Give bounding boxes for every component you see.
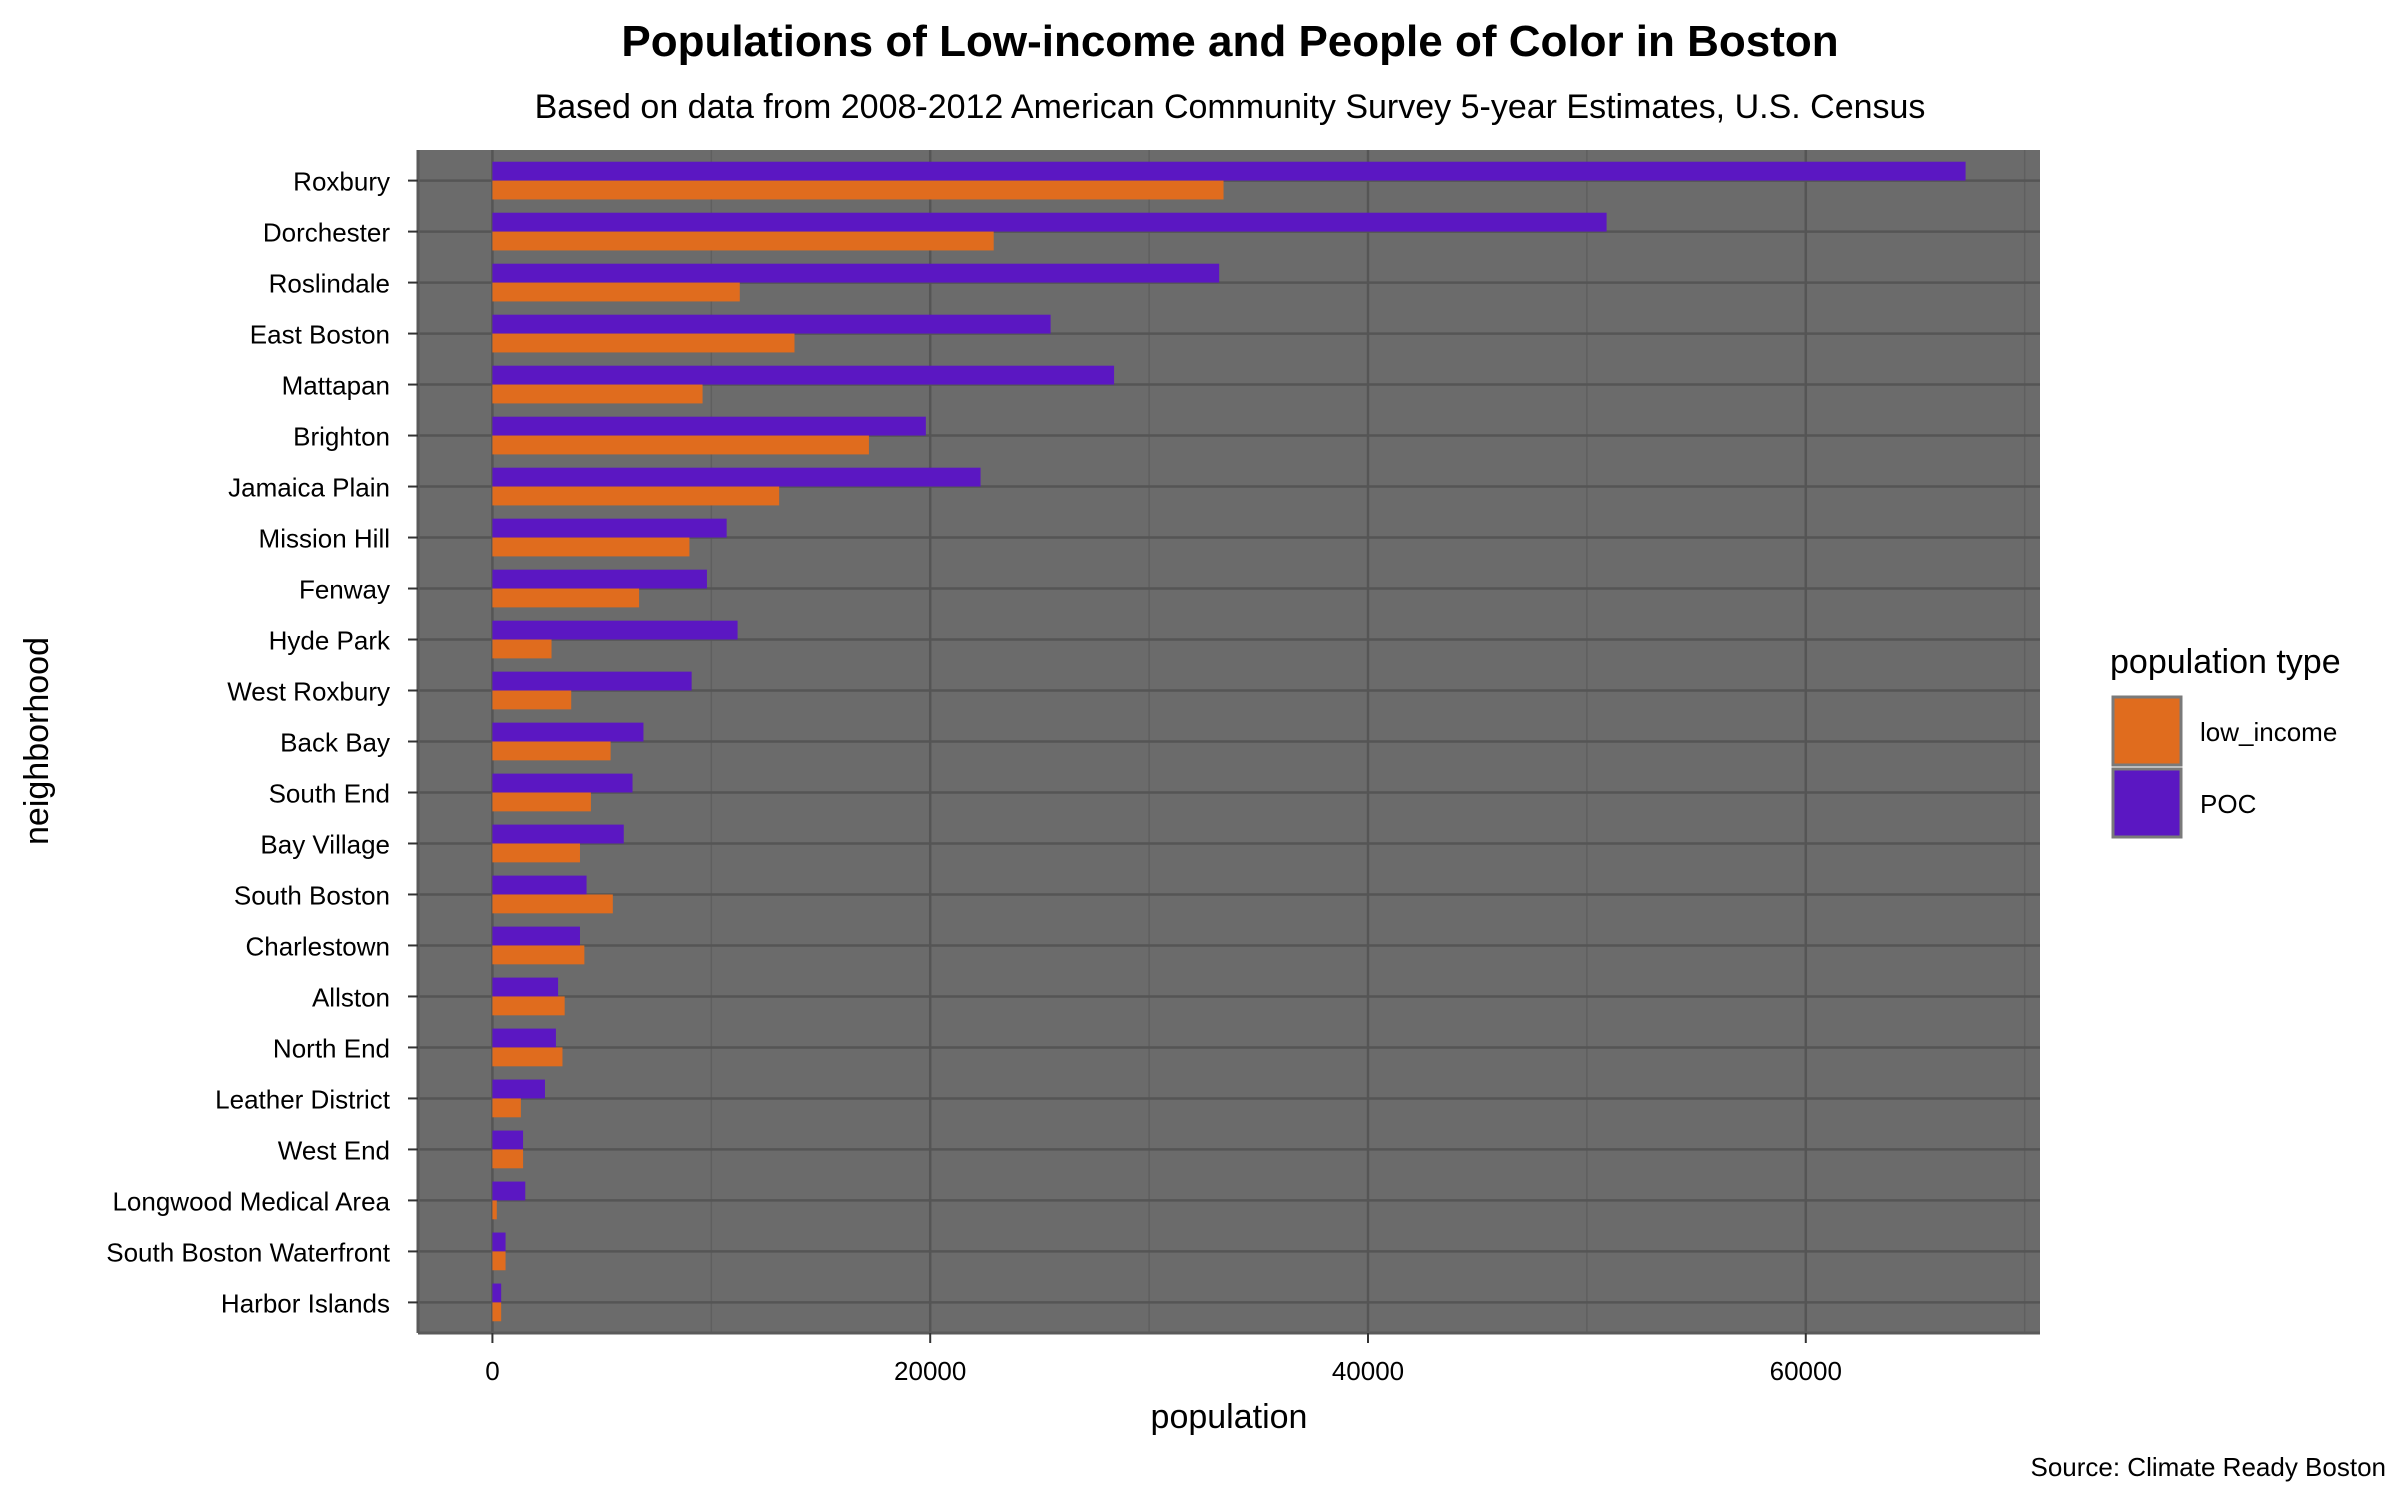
y-tick-label: Roxbury: [293, 167, 390, 197]
legend-label-low_income: low_income: [2200, 717, 2337, 747]
legend: population type low_income POC: [2110, 643, 2341, 839]
source-caption: Source: Climate Ready Boston: [2030, 1452, 2386, 1482]
y-tick-label: Fenway: [299, 575, 390, 605]
bar-poc: [492, 773, 633, 793]
x-axis-label: population: [1151, 1398, 1308, 1436]
y-tick-label: Bay Village: [260, 829, 390, 859]
bar-low-income: [492, 486, 780, 506]
bar-low-income: [492, 1098, 521, 1118]
y-tick-label: East Boston: [250, 320, 390, 350]
y-tick-label: Charlestown: [245, 931, 390, 961]
bar-poc: [492, 467, 981, 487]
bar-low-income: [492, 231, 994, 251]
x-tick-label: 60000: [1770, 1356, 1842, 1386]
legend-title: population type: [2110, 643, 2341, 681]
bar-poc: [492, 365, 1115, 385]
y-tick-label: Dorchester: [263, 218, 390, 248]
bar-low-income: [492, 792, 591, 812]
bar-poc: [492, 722, 644, 742]
bar-low-income: [492, 384, 703, 404]
bar-poc: [492, 314, 1051, 334]
y-tick-label: Back Bay: [280, 728, 390, 758]
bar-poc: [492, 212, 1607, 232]
bar-low-income: [492, 639, 552, 659]
bars: [492, 161, 1966, 1322]
bar-poc: [492, 977, 559, 997]
y-tick-label: Harbor Islands: [221, 1288, 390, 1318]
legend-key-POC: [2111, 767, 2183, 839]
y-tick-label: Jamaica Plain: [228, 473, 390, 503]
x-tick-label: 20000: [894, 1356, 966, 1386]
bar-poc: [492, 1130, 524, 1150]
y-tick-label: Leather District: [215, 1084, 391, 1114]
bar-low-income: [492, 1200, 497, 1220]
y-tick-label: Mission Hill: [259, 524, 390, 554]
bar-low-income: [492, 180, 1224, 200]
bar-poc: [492, 1283, 502, 1303]
bar-low-income: [492, 843, 580, 863]
bar-poc: [492, 1232, 506, 1252]
y-tick-label: Allston: [312, 982, 390, 1012]
y-tick-label: South End: [269, 778, 390, 808]
bar-low-income: [492, 1251, 506, 1271]
bar-low-income: [492, 282, 740, 302]
y-tick-label: North End: [273, 1033, 390, 1063]
bar-low-income: [492, 1149, 524, 1169]
y-tick-label: West End: [278, 1135, 390, 1165]
x-tick-label: 0: [485, 1356, 499, 1386]
y-tick-label: Mattapan: [282, 371, 390, 401]
bar-poc: [492, 263, 1220, 283]
x-tick-label: 40000: [1332, 1356, 1404, 1386]
y-tick-label: South Boston: [234, 880, 390, 910]
y-tick-label: West Roxbury: [227, 677, 390, 707]
legend-label-POC: POC: [2200, 789, 2256, 819]
bar-low-income: [492, 1302, 502, 1322]
chart-subtitle: Based on data from 2008-2012 American Co…: [535, 88, 1926, 126]
bar-poc: [492, 620, 738, 640]
bar-poc: [492, 926, 580, 946]
bar-poc: [492, 569, 707, 589]
bar-low-income: [492, 333, 795, 353]
bar-poc: [492, 1028, 556, 1048]
bar-poc: [492, 161, 1966, 181]
y-tick-label: Brighton: [293, 422, 390, 452]
legend-key-low_income: [2111, 695, 2183, 767]
bar-low-income: [492, 537, 690, 557]
bar-poc: [492, 671, 692, 691]
bar-low-income: [492, 588, 640, 608]
y-tick-label: South Boston Waterfront: [106, 1237, 391, 1267]
y-tick-label: Hyde Park: [269, 626, 391, 656]
axes: Roxbury Dorchester Roslindale East Boston Ma…: [106, 150, 2040, 1386]
bar-low-income: [492, 690, 572, 710]
chart-title: Populations of Low-income and People of …: [621, 17, 1838, 66]
bar-poc: [492, 1079, 545, 1099]
y-tick-label: Longwood Medical Area: [112, 1186, 390, 1216]
legend-items: low_income POC: [2111, 695, 2337, 839]
bar-poc: [492, 1181, 526, 1201]
y-axis-label: neighborhood: [18, 637, 56, 845]
bar-low-income: [492, 741, 611, 761]
bar-poc: [492, 824, 624, 844]
bar-low-income: [492, 435, 869, 455]
bar-poc: [492, 518, 727, 538]
bar-low-income: [492, 996, 565, 1016]
bar-poc: [492, 875, 587, 895]
bar-low-income: [492, 894, 613, 914]
bar-low-income: [492, 1047, 563, 1067]
y-tick-label: Roslindale: [269, 269, 390, 299]
bar-low-income: [492, 945, 585, 965]
bar-poc: [492, 416, 926, 436]
